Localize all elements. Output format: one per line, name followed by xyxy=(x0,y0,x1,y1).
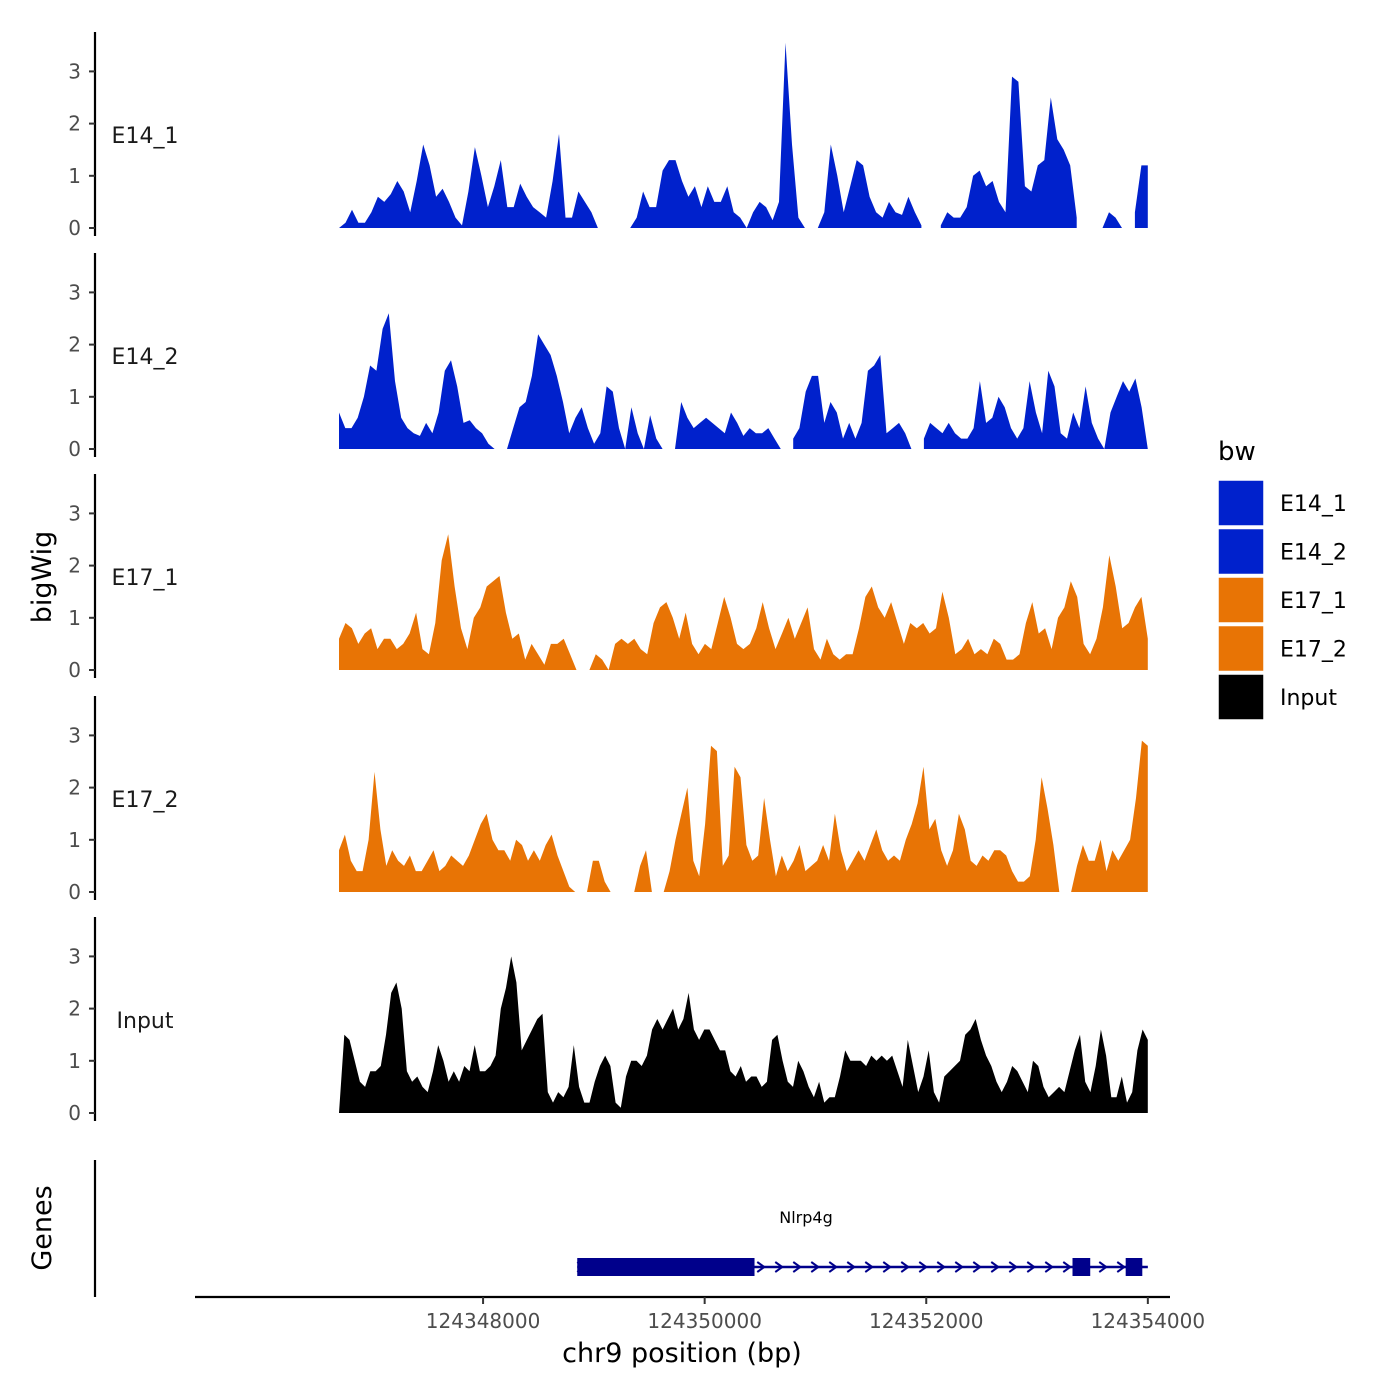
y-tick-label: 0 xyxy=(68,880,81,904)
strand-arrow xyxy=(936,1261,946,1273)
y-tick-label: 1 xyxy=(68,385,81,409)
y-tick-label: 0 xyxy=(68,437,81,461)
track-label-e14_1: E14_1 xyxy=(112,124,179,149)
track-label-e17_1: E17_1 xyxy=(112,566,179,591)
y-tick-label: 1 xyxy=(68,606,81,630)
legend: bw E14_1 E14_2 E17_1 E17_2 Input xyxy=(1217,437,1347,721)
coverage-area-e14_1 xyxy=(940,76,1077,228)
y-axis-title: bigWig xyxy=(27,531,58,624)
gene-track xyxy=(576,1258,1148,1276)
y-tick-label: 0 xyxy=(68,1101,81,1125)
strand-arrow xyxy=(972,1261,982,1273)
coverage-area-e17_2 xyxy=(587,860,611,892)
y-axes: 0 1 2 3 0 1 2 3 0 1 2 3 0 1 2 3 0 1 2 3 xyxy=(68,32,97,1125)
gene-exon xyxy=(1072,1258,1091,1276)
track-label-input: Input xyxy=(117,1009,174,1034)
y-tick-label: 3 xyxy=(68,944,81,968)
strand-arrow xyxy=(1008,1261,1018,1273)
gene-exon xyxy=(577,1258,755,1276)
y-tick-label: 3 xyxy=(68,59,81,83)
coverage-area-e17_2 xyxy=(663,745,1060,892)
y-tick-label: 0 xyxy=(68,216,81,240)
x-ticks: 124348000 124350000 124352000 124354000 xyxy=(426,1297,1205,1333)
x-tick-label: 124354000 xyxy=(1091,1309,1206,1333)
strand-arrow xyxy=(1098,1261,1108,1273)
coverage-area-e14_2 xyxy=(793,355,912,449)
track-labels: E14_1 E14_2 E17_1 E17_2 Input xyxy=(112,124,179,1034)
y-tick-label: 1 xyxy=(68,828,81,852)
legend-title: bw xyxy=(1218,437,1256,467)
y-tick-label: 2 xyxy=(68,333,81,357)
legend-swatch-e17_1 xyxy=(1217,576,1265,624)
coverage-area-e14_2 xyxy=(675,402,781,449)
coverage-area-e14_2 xyxy=(339,313,495,449)
coverage-area-e17_2 xyxy=(339,771,576,892)
y-tick-label: 1 xyxy=(68,1049,81,1073)
coverage-area-e17_1 xyxy=(589,555,1148,670)
strand-arrow xyxy=(954,1261,964,1273)
legend-swatch-e14_1 xyxy=(1217,479,1265,527)
strand-arrow xyxy=(990,1261,1000,1273)
x-tick-label: 124348000 xyxy=(426,1309,541,1333)
y-tick-label: 2 xyxy=(68,554,81,578)
coverage-areas xyxy=(339,42,1148,1113)
x-tick-label: 124350000 xyxy=(647,1309,762,1333)
legend-label-e14_2: E14_2 xyxy=(1280,541,1347,566)
coverage-area-input xyxy=(339,956,1148,1113)
legend-label-input: Input xyxy=(1280,686,1337,711)
gene-name-label: Nlrp4g xyxy=(779,1208,832,1227)
genes-axis-title: Genes xyxy=(27,1185,58,1270)
legend-label-e17_1: E17_1 xyxy=(1280,589,1347,614)
strand-arrow xyxy=(882,1261,892,1273)
y-tick-label: 1 xyxy=(68,164,81,188)
y-tick-label: 0 xyxy=(68,658,81,682)
coverage-area-e14_2 xyxy=(507,334,663,449)
strand-arrow xyxy=(918,1261,928,1273)
coverage-area-e14_1 xyxy=(1102,212,1122,228)
coverage-area-e14_1 xyxy=(1134,165,1148,228)
legend-label-e14_1: E14_1 xyxy=(1280,492,1347,517)
strand-arrow xyxy=(1026,1261,1036,1273)
y-tick-label: 3 xyxy=(68,280,81,304)
strand-arrow xyxy=(828,1261,838,1273)
coverage-area-e17_2 xyxy=(1071,740,1148,892)
track-label-e17_2: E17_2 xyxy=(112,788,179,813)
strand-arrow xyxy=(1044,1261,1054,1273)
y-tick-label: 2 xyxy=(68,776,81,800)
coverage-area-e14_1 xyxy=(630,42,805,229)
legend-swatch-e14_2 xyxy=(1217,527,1265,576)
legend-swatch-e17_2 xyxy=(1217,624,1265,673)
strand-arrow xyxy=(846,1261,856,1273)
track-label-e14_2: E14_2 xyxy=(112,345,179,370)
x-tick-label: 124352000 xyxy=(869,1309,984,1333)
y-tick-label: 3 xyxy=(68,501,81,525)
strand-arrow xyxy=(810,1261,820,1273)
coverage-area-e17_2 xyxy=(634,850,652,892)
legend-label-e17_2: E17_2 xyxy=(1280,638,1347,663)
strand-arrow xyxy=(774,1261,784,1273)
y-tick-label: 3 xyxy=(68,723,81,747)
strand-arrow xyxy=(900,1261,910,1273)
strand-arrow xyxy=(792,1261,802,1273)
strand-arrow xyxy=(756,1261,766,1273)
gene-exon xyxy=(1125,1258,1143,1276)
strand-arrow xyxy=(1062,1261,1072,1273)
coverage-area-e14_2 xyxy=(923,370,1148,449)
strand-arrow xyxy=(1116,1261,1126,1273)
x-axis-title: chr9 position (bp) xyxy=(562,1338,802,1369)
coverage-area-e17_1 xyxy=(339,534,577,670)
y-tick-label: 2 xyxy=(68,997,81,1021)
y-tick-label: 2 xyxy=(68,112,81,136)
coverage-area-e14_1 xyxy=(339,134,598,228)
legend-swatch-input xyxy=(1217,673,1265,721)
coverage-area-e14_1 xyxy=(817,144,922,228)
strand-arrow xyxy=(864,1261,874,1273)
